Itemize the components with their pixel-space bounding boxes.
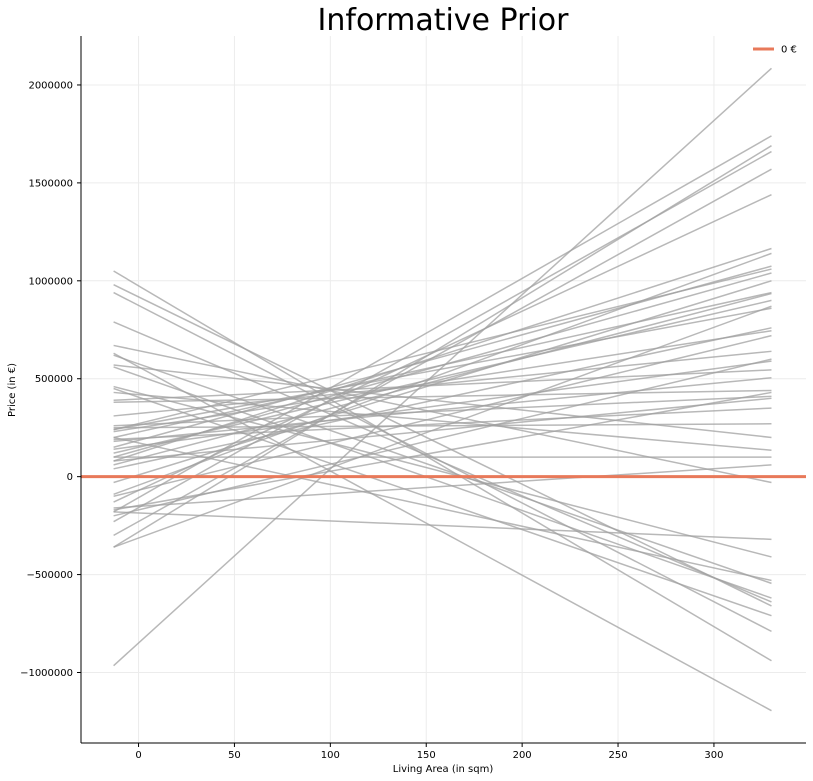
prior-line-31 [113, 364, 772, 439]
axes [80, 36, 806, 744]
prior-line-44 [113, 291, 772, 633]
x-tick-label-4: 200 [513, 750, 532, 761]
legend-label: 0 € [781, 45, 797, 56]
prior-line-28 [113, 397, 772, 462]
prior-line-26 [113, 391, 772, 511]
prior-line-43 [113, 387, 772, 617]
y-tick-label-1: −500000 [26, 570, 73, 581]
y-tick-label-6: 2000000 [28, 80, 73, 91]
prior-line-27 [113, 395, 772, 427]
ticks: 0 50 100 150 200 250 300 −1000000 −500000 0 500000… [20, 80, 723, 761]
prior-line-13 [113, 292, 772, 466]
prior-line-34 [113, 464, 772, 509]
x-tick-label-3: 150 [417, 750, 436, 761]
prior-line-16 [113, 307, 772, 431]
prior-line-23 [113, 369, 772, 402]
prior-line-9 [113, 268, 772, 431]
y-tick-label-4: 1000000 [28, 276, 73, 287]
prior-line-36 [113, 511, 772, 541]
prior-line-46 [113, 352, 772, 712]
x-tick-label-6: 300 [704, 750, 723, 761]
prior-line-7 [113, 252, 772, 495]
x-axis-label: Living Area (in sqm) [393, 764, 494, 775]
x-tick-label-0: 0 [135, 750, 141, 761]
grid [81, 36, 806, 743]
prior-line-4 [113, 168, 772, 537]
prior-lines [113, 67, 772, 712]
prior-line-37 [113, 385, 772, 558]
prior-line-6 [113, 247, 772, 462]
prior-line-42 [113, 284, 772, 607]
prior-line-24 [113, 377, 772, 443]
prior-line-32 [113, 391, 772, 451]
y-tick-label-2: 0 [67, 472, 73, 483]
x-tick-label-2: 100 [321, 750, 340, 761]
prior-line-40 [113, 366, 772, 599]
prior-line-39 [113, 354, 772, 585]
x-tick-label-5: 250 [608, 750, 627, 761]
chart-title: Informative Prior [318, 3, 570, 38]
prior-line-0 [113, 67, 772, 667]
prior-line-15 [113, 305, 772, 548]
prior-line-45 [113, 270, 772, 662]
y-axis-label: Price (in €) [7, 363, 18, 417]
y-tick-label-5: 1500000 [28, 178, 73, 189]
legend: 0 € [753, 45, 797, 56]
x-tick-label-1: 50 [228, 750, 241, 761]
prior-line-17 [113, 327, 772, 470]
prior-line-25 [113, 389, 772, 403]
prior-line-29 [113, 407, 772, 441]
prior-line-3 [113, 150, 772, 523]
prior-line-38 [113, 436, 772, 582]
y-tick-label-3: 500000 [35, 374, 73, 385]
y-tick-label-0: −1000000 [20, 668, 73, 679]
